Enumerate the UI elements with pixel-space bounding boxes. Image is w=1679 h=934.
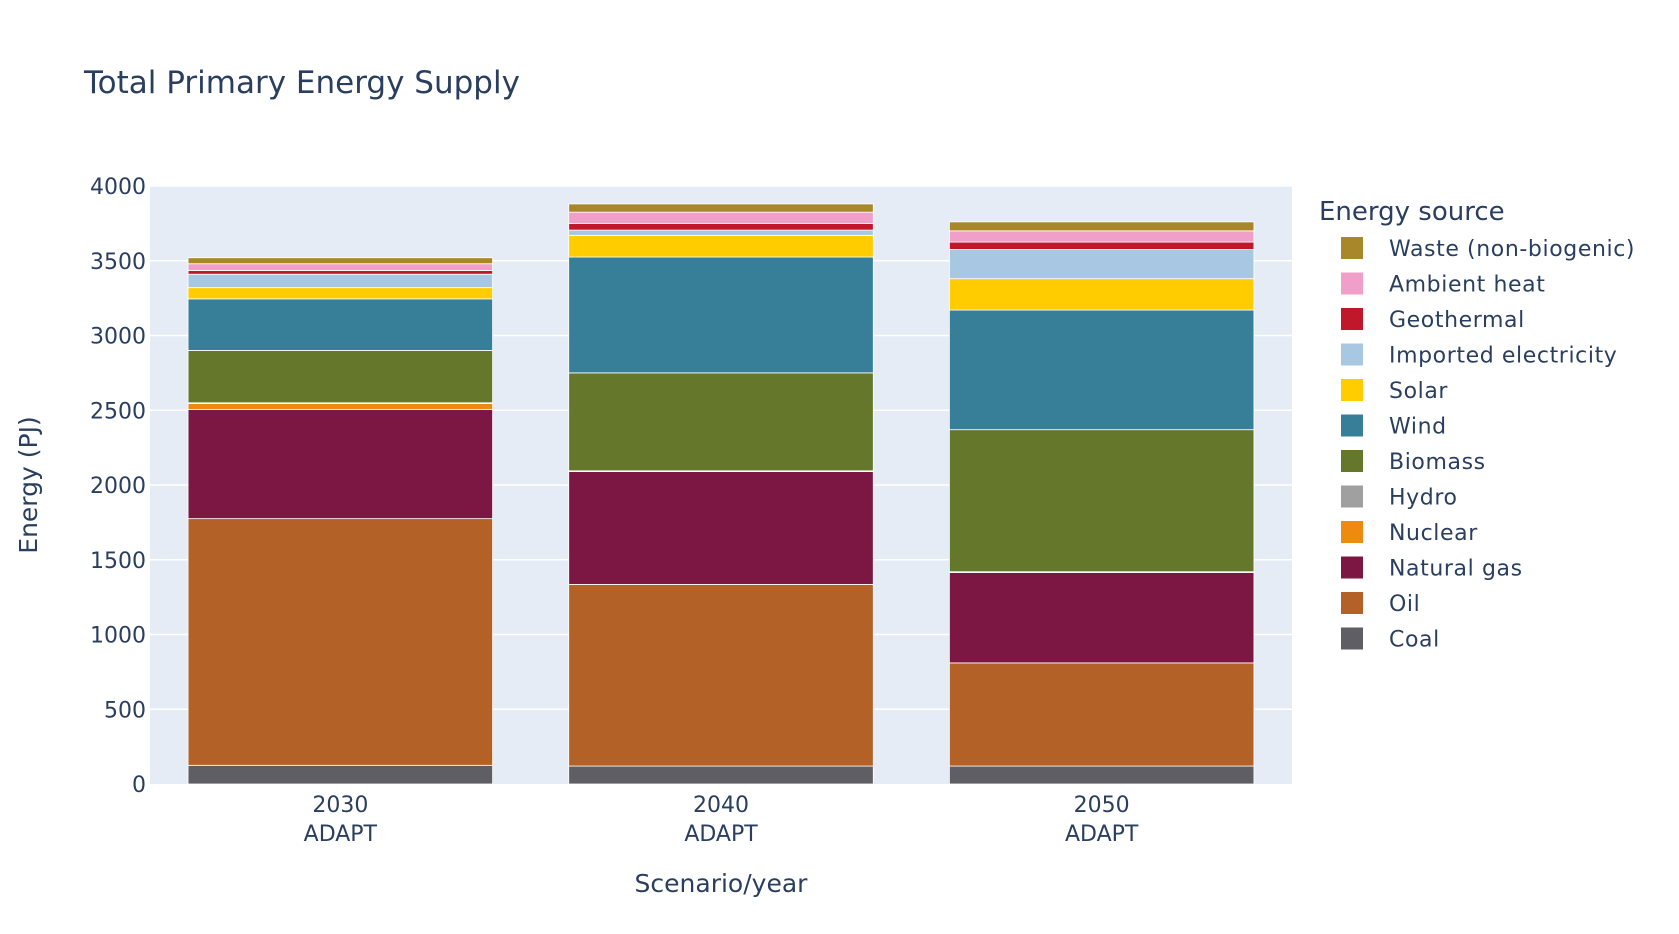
- bar-segment-imported-electricity-2030: [187, 273, 493, 289]
- bar-segment-natural-gas-2040: [568, 471, 874, 585]
- x-axis-ticks: 2030 ADAPT 2040 ADAPT 2050 ADAPT: [304, 793, 1139, 847]
- bar-segment-coal-2030: [187, 764, 493, 785]
- legend-label: Nuclear: [1389, 521, 1478, 546]
- bar-segment-ambient-heat-2030: [187, 263, 493, 271]
- bar-segment-wind-2050: [949, 309, 1255, 431]
- legend-label: Natural gas: [1389, 557, 1523, 582]
- legend-swatch-ambient-heat: [1341, 272, 1363, 295]
- y-tick-label: 3500: [90, 250, 146, 275]
- bar-segment-geothermal-2050: [949, 241, 1255, 250]
- bar-segment-nuclear-2030: [187, 403, 493, 410]
- bar-segment-wind-2030: [187, 298, 493, 351]
- bar-segment-waste-non-biogenic--2030: [187, 257, 493, 265]
- y-axis-ticks: 0 500 1000 1500 2000 2500 3000 3500 4000: [90, 175, 146, 798]
- x-tick-year: 2040: [693, 793, 749, 818]
- x-tick-scenario: ADAPT: [1065, 822, 1139, 847]
- legend-swatch-solar: [1341, 379, 1363, 401]
- y-axis-title: Energy (PJ): [14, 416, 43, 553]
- bar-segment-ambient-heat-2040: [568, 211, 874, 224]
- legend-label: Solar: [1389, 379, 1448, 404]
- bar-segment-geothermal-2030: [187, 270, 493, 275]
- legend-swatch-nuclear: [1341, 521, 1363, 543]
- bar-segment-ambient-heat-2050: [949, 230, 1255, 243]
- bars: [187, 203, 1255, 785]
- bar-segment-solar-2050: [949, 278, 1255, 311]
- bar-segment-biomass-2040: [568, 372, 874, 472]
- bar-segment-wind-2040: [568, 256, 874, 374]
- legend-label: Oil: [1389, 592, 1420, 617]
- bar-segment-oil-2030: [187, 518, 493, 766]
- legend-swatch-hydro: [1341, 485, 1363, 508]
- legend-label: Imported electricity: [1389, 344, 1617, 369]
- legend-label: Biomass: [1389, 450, 1486, 475]
- bar-segment-solar-2030: [187, 287, 493, 300]
- bar-segment-natural-gas-2050: [949, 572, 1255, 664]
- bar-segment-geothermal-2040: [568, 222, 874, 231]
- legend-label: Waste (non-biogenic): [1389, 237, 1635, 262]
- y-tick-label: 500: [104, 698, 146, 723]
- y-tick-label: 2500: [90, 399, 146, 424]
- bar-segment-imported-electricity-2050: [949, 249, 1255, 280]
- legend-swatch-wind: [1341, 414, 1363, 437]
- legend-swatch-oil: [1341, 592, 1363, 614]
- y-tick-label: 2000: [90, 474, 146, 499]
- bar-segment-solar-2040: [568, 234, 874, 258]
- bar-segment-natural-gas-2030: [187, 409, 493, 520]
- chart-title: Total Primary Energy Supply: [83, 65, 520, 101]
- legend-title: Energy source: [1319, 197, 1505, 227]
- x-tick-scenario: ADAPT: [304, 822, 378, 847]
- y-tick-label: 1000: [90, 624, 146, 649]
- bar-segment-oil-2050: [949, 662, 1255, 767]
- x-tick-scenario: ADAPT: [684, 822, 758, 847]
- legend-swatch-natural-gas: [1341, 556, 1363, 579]
- x-axis-title: Scenario/year: [635, 869, 809, 898]
- legend-swatch-waste-non-biogenic-: [1341, 237, 1363, 259]
- bar-segment-coal-2040: [568, 765, 874, 785]
- legend: Energy source Waste (non-biogenic) Ambien…: [1319, 197, 1635, 653]
- legend-swatch-biomass: [1341, 450, 1363, 472]
- y-tick-label: 1500: [90, 549, 146, 574]
- y-tick-label: 4000: [90, 175, 146, 200]
- bar-segment-coal-2050: [949, 765, 1255, 785]
- legend-swatch-geothermal: [1341, 308, 1363, 330]
- x-tick-year: 2050: [1074, 793, 1130, 818]
- legend-label: Coal: [1389, 628, 1440, 653]
- legend-label: Ambient heat: [1389, 273, 1545, 298]
- legend-label: Hydro: [1389, 486, 1458, 511]
- legend-swatch-coal: [1341, 627, 1363, 650]
- y-tick-label: 0: [132, 773, 146, 798]
- bar-segment-biomass-2030: [187, 350, 493, 404]
- y-tick-label: 3000: [90, 325, 146, 350]
- bar-segment-waste-non-biogenic--2040: [568, 203, 874, 213]
- bar-segment-biomass-2050: [949, 429, 1255, 573]
- legend-swatch-imported-electricity: [1341, 343, 1363, 366]
- x-tick-year: 2030: [312, 793, 368, 818]
- legend-label: Wind: [1389, 415, 1447, 440]
- bar-segment-waste-non-biogenic--2050: [949, 221, 1255, 232]
- legend-label: Geothermal: [1389, 308, 1525, 333]
- bar-segment-oil-2040: [568, 584, 874, 767]
- bar-segment-imported-electricity-2040: [568, 229, 874, 236]
